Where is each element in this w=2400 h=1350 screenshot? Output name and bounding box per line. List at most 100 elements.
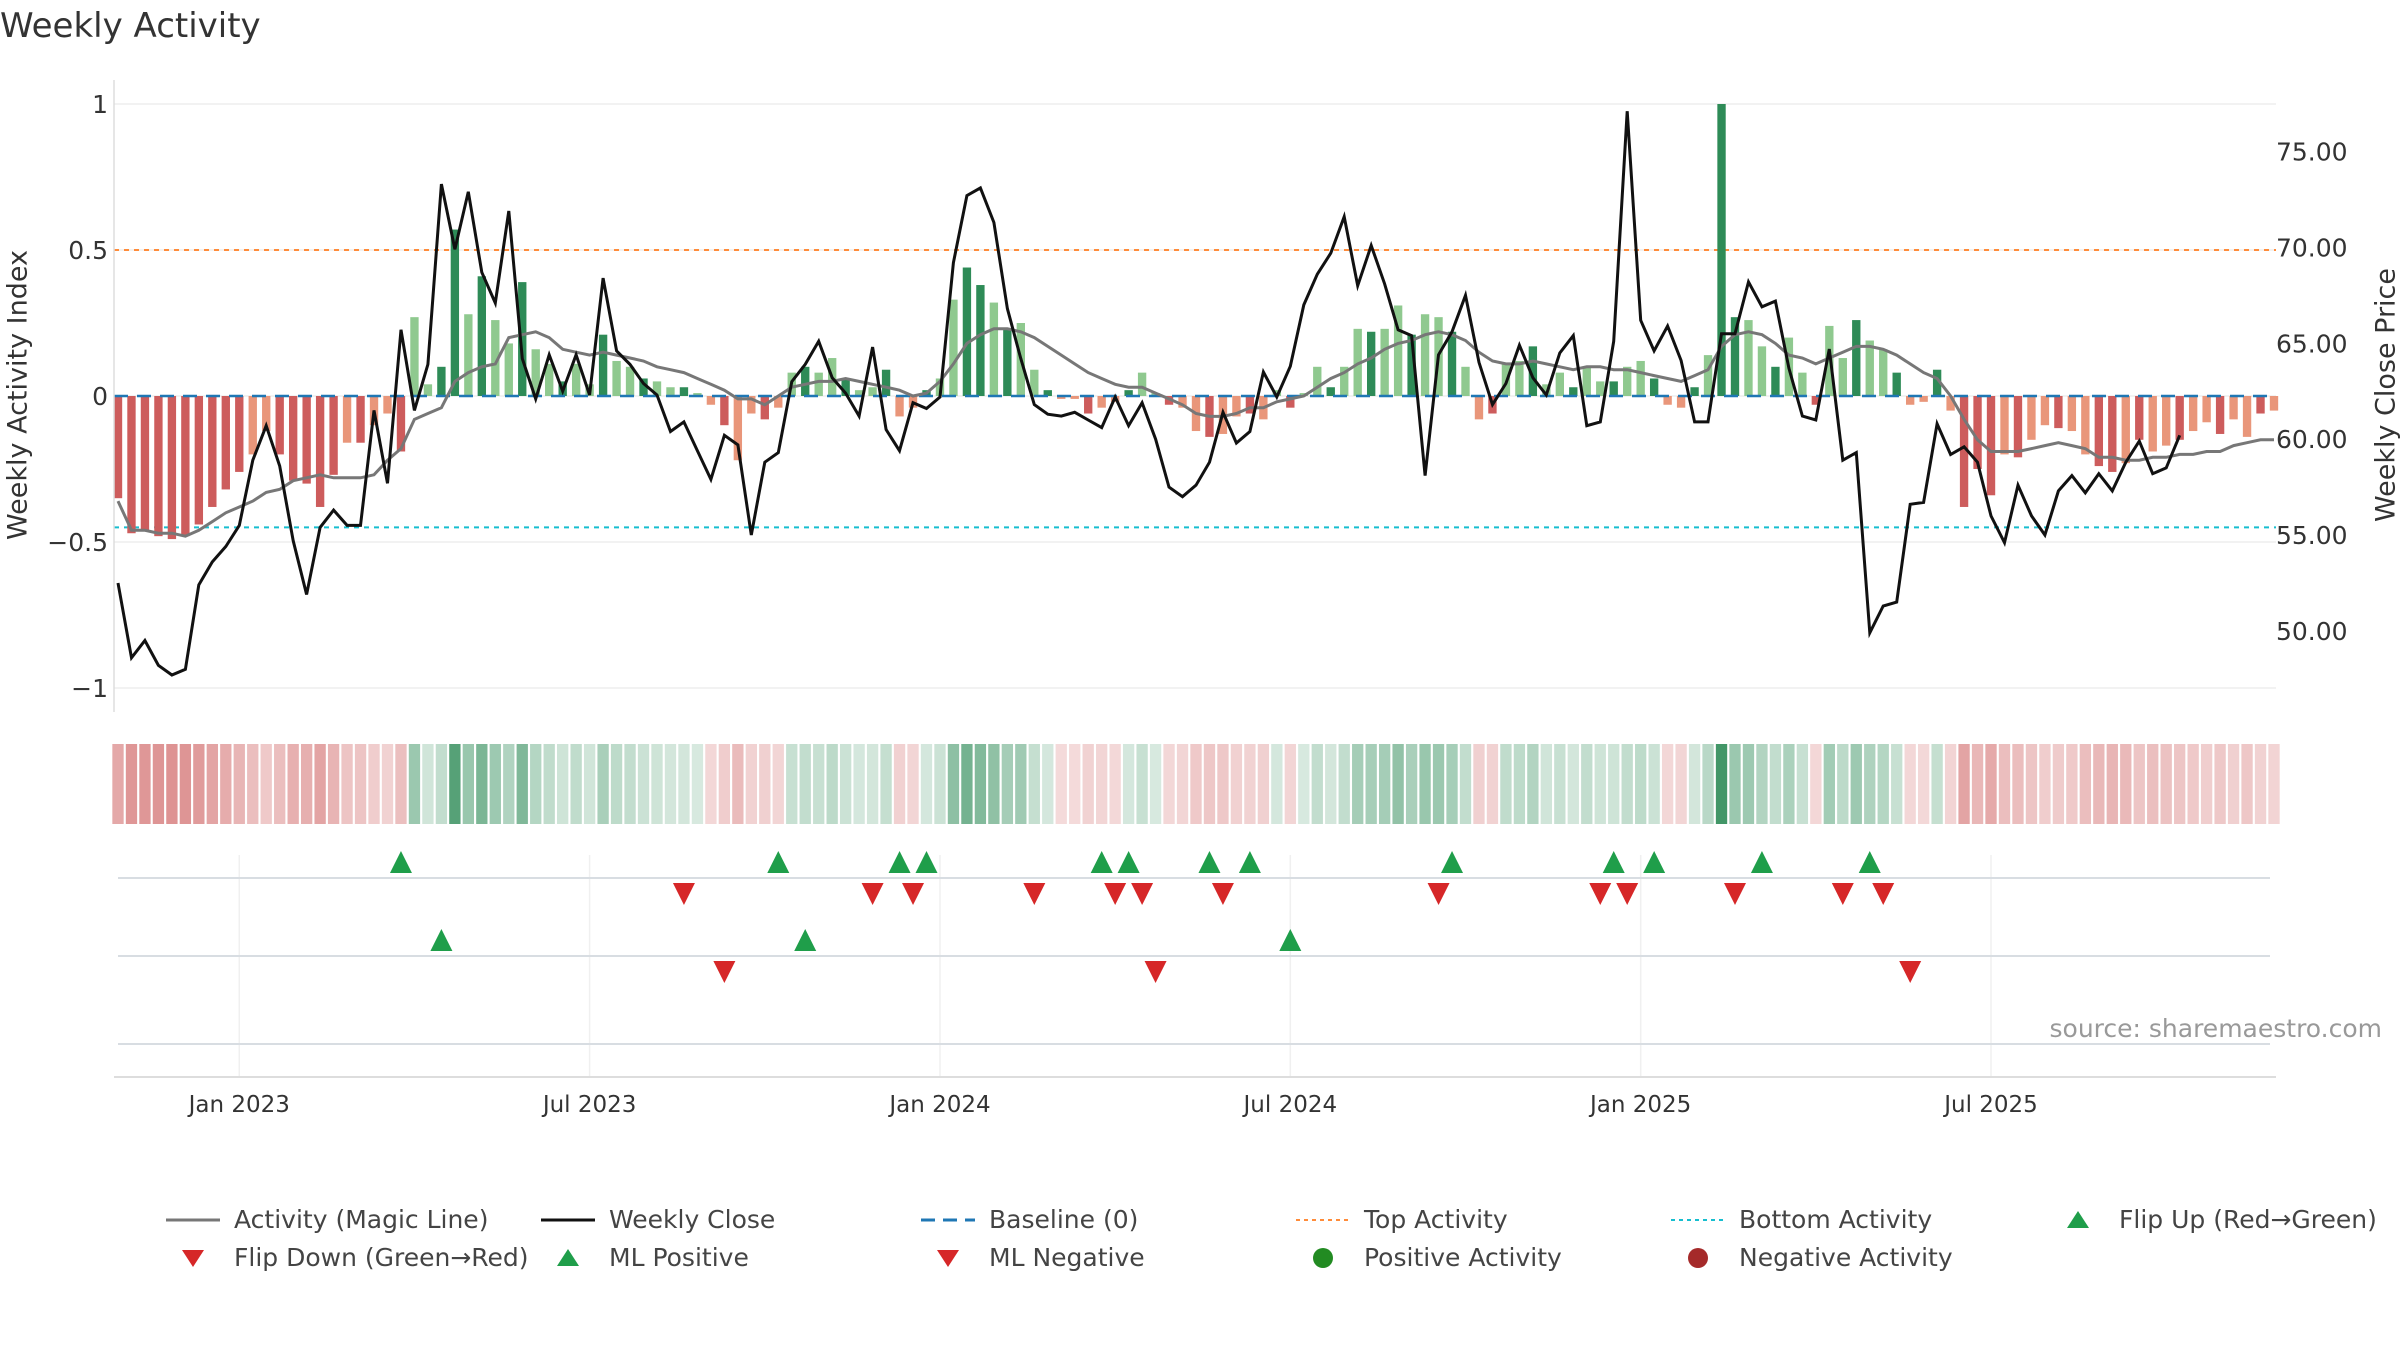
- activity-bar: [518, 282, 527, 396]
- strip-cell: [853, 744, 865, 824]
- strip-cell: [745, 744, 757, 824]
- activity-bar: [154, 396, 163, 537]
- strip-cell: [988, 744, 1000, 824]
- activity-bar: [598, 334, 608, 396]
- y-tick-label: 0.5: [68, 236, 108, 265]
- legend-item-baseline: Baseline (0): [915, 1205, 1138, 1234]
- strip-cell: [664, 744, 677, 824]
- strip-cell: [1998, 744, 2011, 824]
- flip-up-marker: [1441, 851, 1464, 873]
- strip-cell: [1971, 744, 1984, 824]
- activity-bar: [1744, 320, 1753, 396]
- strip-cell: [476, 744, 488, 824]
- flip-up-marker: [767, 851, 790, 873]
- activity-bars: [113, 104, 2279, 540]
- x-tick-label: Jan 2025: [1588, 1092, 1691, 1118]
- strip-cell: [651, 744, 663, 824]
- strip-cell: [2120, 744, 2132, 824]
- legend-label: ML Negative: [989, 1243, 1145, 1272]
- activity-bar: [2040, 396, 2050, 426]
- activity-bar: [2188, 396, 2198, 432]
- activity-bar: [1596, 381, 1605, 396]
- strip-cell: [1055, 744, 1067, 824]
- activity-bar: [423, 384, 433, 396]
- activity-bar: [2000, 396, 2009, 455]
- strip-cell: [718, 744, 731, 824]
- activity-bar: [1137, 372, 1147, 396]
- activity-bar: [625, 366, 635, 396]
- activity-bar: [1703, 355, 1713, 396]
- activity-bar: [1663, 396, 1672, 405]
- flip-down-marker: [1427, 883, 1450, 905]
- strip-cell: [1136, 744, 1148, 824]
- activity-bar: [464, 314, 473, 396]
- flip-up-marker: [1750, 851, 1773, 873]
- strip-cell: [2174, 744, 2186, 824]
- ml-positive-marker: [430, 929, 453, 951]
- activity-bar: [396, 396, 406, 452]
- activity-bar: [1326, 387, 1335, 396]
- y-right-tick-label: 50.00: [2276, 617, 2348, 646]
- activity-bar: [2229, 396, 2238, 420]
- y-right-tick-label: 70.00: [2276, 233, 2348, 262]
- activity-bar: [491, 320, 500, 396]
- strip-cell: [1715, 744, 1728, 824]
- activity-bar: [2215, 396, 2225, 434]
- activity-bar: [1003, 328, 1012, 396]
- strip-cell: [1837, 744, 1849, 824]
- flip-up-marker: [915, 851, 938, 873]
- activity-bar: [1366, 331, 1376, 396]
- legend-item-mlneg: ML Negative: [915, 1243, 1145, 1272]
- activity-bar: [1959, 396, 1969, 507]
- strip-cell: [166, 744, 178, 824]
- strip-cell: [2187, 744, 2199, 824]
- activity-bar: [2027, 396, 2036, 440]
- x-tick-label: Jan 2023: [187, 1092, 290, 1118]
- legend-label: Baseline (0): [989, 1205, 1139, 1234]
- flip-up-marker: [888, 851, 911, 873]
- strip-cell: [2012, 744, 2024, 824]
- activity-bar: [410, 317, 419, 396]
- activity-bar: [571, 363, 581, 396]
- flip-up-marker: [1858, 851, 1881, 873]
- y-right-tick-label: 65.00: [2276, 329, 2348, 358]
- strip-cell: [1635, 744, 1647, 824]
- flip-down-marker: [1589, 883, 1612, 905]
- strip-cell: [354, 744, 367, 824]
- signal-markers: [118, 851, 2270, 1045]
- strip-cell: [624, 744, 636, 824]
- activity-bar: [612, 360, 621, 396]
- strip-cell: [2268, 744, 2280, 824]
- activity-bar: [1084, 396, 1093, 414]
- strip-cell: [1338, 744, 1350, 824]
- activity-bar: [1932, 369, 1942, 396]
- strip-cell: [1459, 744, 1472, 824]
- strip-cell: [462, 744, 475, 824]
- activity-bar: [801, 366, 810, 396]
- strip-cell: [866, 744, 879, 824]
- x-tick-label: Jul 2025: [1942, 1092, 2038, 1118]
- activity-bar: [1609, 381, 1618, 396]
- activity-bar: [1272, 390, 1282, 396]
- activity-bar: [989, 302, 999, 396]
- strip-cell: [1688, 744, 1701, 824]
- activity-bar: [1420, 314, 1430, 396]
- y-right-tick-label: 55.00: [2276, 521, 2348, 550]
- strip-cell: [2025, 744, 2038, 824]
- activity-bar: [275, 396, 284, 455]
- activity-bar: [1097, 396, 1106, 408]
- activity-bar: [1771, 366, 1780, 396]
- strip-cell: [381, 744, 394, 824]
- strip-cell: [1446, 744, 1458, 824]
- strip-cell: [314, 744, 326, 824]
- activity-bar: [814, 372, 823, 396]
- strip-cell: [206, 744, 218, 824]
- strip-cell: [2093, 744, 2105, 824]
- activity-bar: [140, 396, 150, 531]
- strip-cell: [1473, 744, 1485, 824]
- axes: 1 0.5 0 −0.5 −1 50.00 55.00 60.00 65.00 70.00 75.0…: [47, 80, 2348, 1118]
- strip-cell: [597, 744, 609, 824]
- activity-bar: [2202, 396, 2211, 423]
- strip-cell: [179, 744, 192, 824]
- strip-cell: [1149, 744, 1162, 824]
